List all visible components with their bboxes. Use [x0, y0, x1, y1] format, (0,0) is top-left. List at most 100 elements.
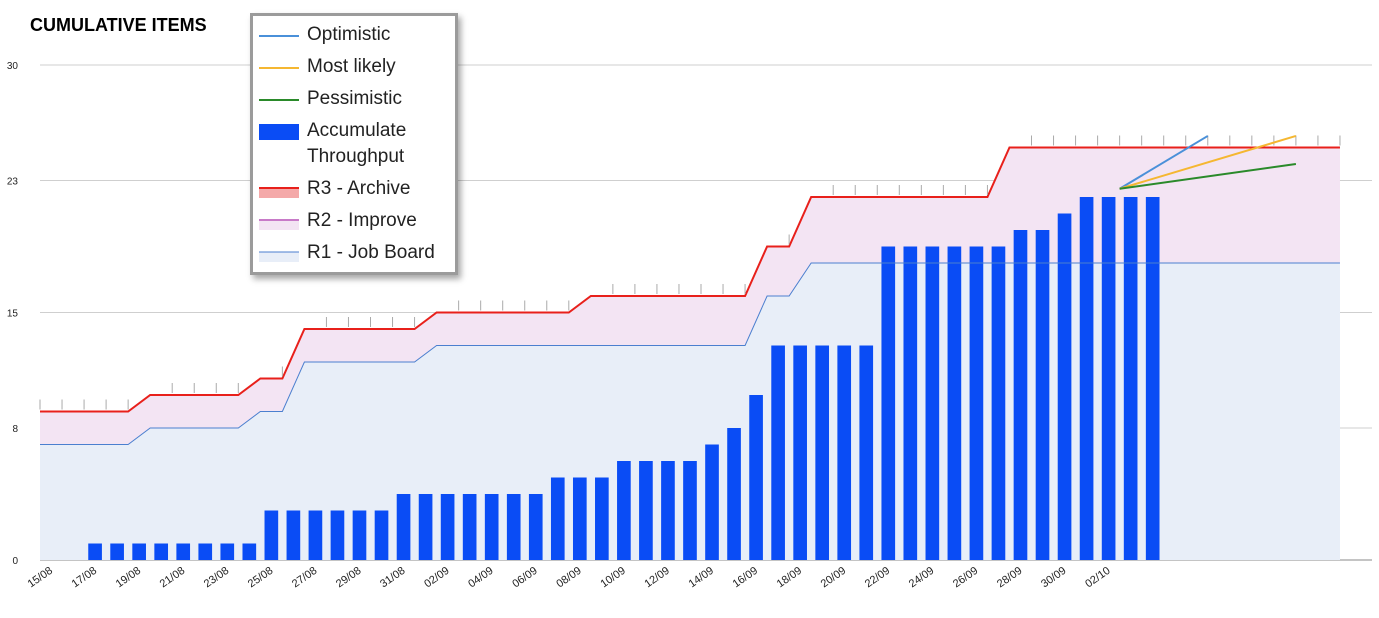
legend-item-pessimistic: Pessimistic — [259, 86, 455, 118]
throughput-bar — [969, 246, 984, 560]
legend-item-r3-archive: R3 - Archive — [259, 176, 455, 208]
throughput-bar — [550, 477, 565, 560]
throughput-bar — [683, 461, 697, 560]
throughput-bar — [572, 477, 587, 560]
x-tick-label: 29/08 — [334, 565, 363, 591]
x-tick-label: 02/10 — [1083, 565, 1112, 591]
legend-item-r2-improve: R2 - Improve — [259, 208, 455, 240]
x-tick-label: 14/09 — [687, 565, 716, 591]
legend-label: R1 - Job Board — [307, 242, 435, 263]
legend-swatch-line-icon — [259, 60, 299, 76]
throughput-bar — [705, 444, 719, 560]
legend-item-optimistic: Optimistic — [259, 22, 455, 54]
throughput-bar — [815, 345, 830, 560]
x-tick-label: 22/09 — [863, 565, 892, 591]
r3-archive-line — [40, 146, 1340, 413]
throughput-bar — [881, 246, 896, 560]
x-tick-label: 28/09 — [995, 565, 1024, 591]
throughput-bar — [903, 246, 918, 560]
throughput-bar — [595, 477, 609, 560]
legend-swatch-bar-icon — [259, 124, 299, 140]
throughput-bar — [1057, 213, 1072, 560]
throughput-bar — [462, 494, 477, 560]
throughput-bar — [396, 494, 411, 560]
x-tick-label: 21/08 — [158, 565, 187, 591]
throughput-bar — [220, 543, 235, 560]
throughput-bar — [352, 510, 367, 560]
pessimistic-line — [1119, 163, 1297, 190]
y-tick-label: 8 — [12, 424, 18, 435]
x-tick-label: 02/09 — [422, 565, 451, 591]
throughput-bar — [859, 345, 874, 560]
throughput-bar — [110, 543, 124, 560]
throughput-bar — [440, 494, 455, 560]
throughput-bar — [991, 246, 1006, 560]
x-tick-label: 25/08 — [246, 565, 275, 591]
x-tick-label: 19/08 — [114, 565, 143, 591]
throughput-bar — [176, 543, 191, 560]
x-tick-label: 12/09 — [642, 565, 671, 591]
throughput-bar — [1123, 197, 1138, 560]
throughput-bar — [418, 494, 433, 560]
r1-job-board-line — [40, 262, 1340, 445]
legend-label: Pessimistic — [307, 88, 403, 109]
throughput-bar — [617, 461, 631, 560]
throughput-bar — [793, 345, 807, 560]
throughput-bar — [264, 510, 279, 560]
throughput-bar — [947, 246, 962, 560]
legend-label: Accumulate Throughput — [307, 120, 407, 167]
throughput-bar — [132, 543, 146, 560]
throughput-bar — [749, 395, 763, 560]
throughput-bar — [639, 461, 653, 560]
x-tick-label: 16/09 — [731, 565, 760, 591]
legend-item-accumulate-throughput: Accumulate Throughput — [259, 118, 455, 176]
throughput-bar — [1013, 230, 1028, 560]
x-tick-label: 20/09 — [819, 565, 848, 591]
throughput-bar — [1145, 197, 1160, 560]
legend-swatch-area-icon — [259, 246, 299, 262]
legend-label: R3 - Archive — [307, 178, 411, 199]
throughput-bar — [837, 345, 852, 560]
x-tick-label: 24/09 — [907, 565, 936, 591]
y-tick-label: 30 — [7, 61, 19, 72]
throughput-bar — [374, 510, 389, 560]
throughput-bar — [661, 461, 675, 560]
x-tick-label: 23/08 — [202, 565, 231, 591]
legend: Optimistic Most likely Pessimistic Accum… — [250, 13, 458, 275]
throughput-bar — [330, 510, 345, 560]
legend-label: R2 - Improve — [307, 210, 417, 231]
throughput-bar — [1035, 230, 1050, 560]
x-tick-label: 04/09 — [466, 565, 495, 591]
legend-swatch-line-icon — [259, 92, 299, 108]
x-tick-label: 26/09 — [951, 565, 980, 591]
x-tick-label: 17/08 — [70, 565, 99, 591]
x-tick-label: 10/09 — [598, 565, 627, 591]
x-tick-label: 27/08 — [290, 565, 319, 591]
throughput-bar — [506, 494, 521, 560]
throughput-bar — [528, 494, 543, 560]
throughput-bar — [308, 510, 323, 560]
x-tick-label: 08/09 — [554, 565, 583, 591]
most-likely-line — [1119, 134, 1297, 190]
throughput-bar — [727, 428, 741, 560]
x-tick-label: 18/09 — [775, 565, 804, 591]
legend-item-r1-job-board: R1 - Job Board — [259, 240, 455, 272]
x-tick-label: 31/08 — [378, 565, 407, 591]
legend-swatch-line-icon — [259, 28, 299, 44]
x-tick-label: 30/09 — [1039, 565, 1068, 591]
optimistic-line — [1119, 135, 1209, 190]
legend-label: Most likely — [307, 56, 396, 77]
bars — [88, 197, 1160, 560]
throughput-bar — [771, 345, 785, 560]
throughput-bar — [242, 543, 257, 560]
throughput-bar — [88, 543, 102, 560]
throughput-bar — [1101, 197, 1116, 560]
lines — [39, 134, 1341, 445]
throughput-bar — [198, 543, 213, 560]
legend-swatch-area-icon — [259, 182, 299, 198]
x-tick-label: 06/09 — [510, 565, 539, 591]
y-tick-label: 23 — [7, 177, 19, 188]
legend-label: Optimistic — [307, 24, 391, 45]
x-tick-label: 15/08 — [26, 565, 55, 591]
throughput-bar — [925, 246, 940, 560]
